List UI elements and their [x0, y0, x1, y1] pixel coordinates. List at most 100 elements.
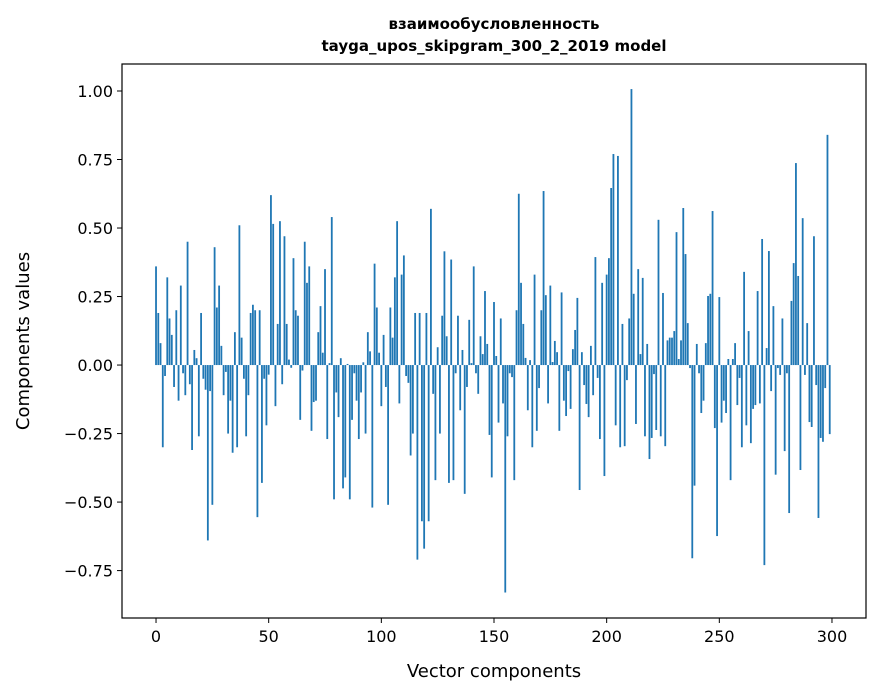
- bar-component-95: [369, 351, 371, 366]
- bar-component-230: [673, 331, 676, 366]
- bar-component-94: [366, 332, 369, 366]
- bar-component-159: [513, 365, 516, 481]
- bar-component-51: [270, 195, 272, 366]
- bar-component-194: [592, 365, 595, 396]
- bar-component-266: [754, 365, 757, 406]
- bar-component-71: [315, 365, 317, 401]
- bar-component-99: [378, 352, 380, 366]
- bar-component-202: [610, 188, 613, 366]
- bar-component-191: [585, 365, 588, 404]
- bar-component-296: [822, 365, 824, 442]
- bar-component-278: [781, 318, 784, 366]
- bar-component-85: [346, 363, 349, 366]
- bar-component-48: [263, 365, 266, 379]
- bar-component-96: [371, 365, 374, 508]
- bar-component-1: [157, 312, 160, 366]
- x-tick-label: 150: [479, 627, 510, 646]
- x-tick-label: 250: [704, 627, 735, 646]
- x-tick-label: 200: [591, 627, 622, 646]
- bar-component-114: [411, 365, 414, 434]
- bar-component-213: [635, 365, 637, 424]
- bar-component-65: [301, 365, 304, 371]
- bar-component-262: [745, 365, 748, 426]
- bar-component-231: [675, 232, 678, 366]
- y-tick-label: 0.50: [77, 219, 113, 238]
- bar-component-151: [495, 356, 498, 366]
- x-tick-label: 50: [259, 627, 279, 646]
- bar-component-291: [810, 365, 813, 427]
- bar-component-127: [441, 315, 444, 366]
- bar-component-121: [427, 365, 430, 522]
- bar-component-123: [432, 365, 435, 394]
- bar-component-31: [224, 365, 227, 372]
- bar-component-148: [488, 365, 491, 435]
- bar-component-209: [626, 365, 628, 381]
- bar-component-257: [734, 343, 736, 366]
- bar-component-263: [747, 331, 750, 366]
- bar-component-49: [265, 365, 268, 426]
- bar-component-146: [484, 291, 486, 366]
- bar-component-76: [326, 365, 329, 440]
- bar-component-118: [420, 365, 423, 522]
- bar-component-135: [459, 365, 462, 411]
- bar-component-210: [628, 318, 631, 366]
- bar-component-241: [698, 365, 700, 374]
- bar-component-192: [587, 365, 590, 418]
- bar-component-184: [569, 365, 572, 409]
- bar-component-186: [574, 329, 577, 366]
- bar-component-89: [355, 365, 358, 401]
- bar-component-232: [677, 359, 680, 366]
- bar-component-250: [718, 297, 721, 366]
- bar-component-176: [551, 362, 554, 366]
- bar-component-3: [161, 365, 164, 448]
- bar-component-277: [779, 365, 782, 375]
- bar-component-279: [783, 365, 786, 452]
- bar-component-289: [806, 323, 809, 366]
- chart-subtitle: tayga_upos_skipgram_300_2_2019 model: [322, 37, 667, 55]
- bar-component-6: [168, 318, 171, 366]
- bar-component-42: [249, 312, 252, 366]
- bar-component-120: [425, 312, 428, 366]
- bar-component-37: [238, 225, 241, 366]
- chart-title: взаимообусловленность: [389, 15, 600, 33]
- bar-component-295: [819, 365, 822, 438]
- bar-component-269: [761, 238, 764, 366]
- bar-component-256: [731, 359, 734, 366]
- bar-component-97: [373, 263, 376, 366]
- bar-component-219: [648, 365, 651, 460]
- bar-component-201: [608, 258, 610, 366]
- bar-component-21: [202, 365, 205, 379]
- bar-component-22: [204, 365, 207, 390]
- bar-component-13: [184, 365, 187, 396]
- bar-component-207: [621, 323, 624, 366]
- bar-component-61: [292, 258, 295, 366]
- bar-component-244: [704, 343, 707, 366]
- bar-component-68: [308, 266, 311, 366]
- bar-component-5: [166, 277, 169, 366]
- bar-component-57: [283, 236, 286, 366]
- bar-component-275: [774, 365, 777, 475]
- bar-component-297: [824, 365, 827, 389]
- bar-component-52: [272, 223, 275, 366]
- bar-component-274: [772, 306, 775, 366]
- bar-component-217: [644, 365, 646, 437]
- bar-component-77: [328, 363, 331, 366]
- bar-component-79: [333, 365, 335, 500]
- bar-component-268: [758, 365, 761, 404]
- bar-component-188: [578, 365, 581, 491]
- bar-component-110: [402, 255, 405, 366]
- bar-component-170: [538, 365, 540, 389]
- bar-component-14: [186, 241, 189, 366]
- bar-component-240: [695, 343, 698, 366]
- bar-component-261: [743, 271, 746, 366]
- bar-component-285: [797, 275, 800, 366]
- bar-component-215: [639, 354, 642, 366]
- bar-component-132: [452, 365, 455, 481]
- bar-component-70: [312, 365, 315, 403]
- bar-component-165: [526, 365, 529, 411]
- bar-component-154: [502, 365, 504, 404]
- bar-component-140: [470, 363, 473, 366]
- bar-component-180: [560, 292, 563, 366]
- bar-component-83: [342, 365, 344, 489]
- bar-component-187: [576, 297, 579, 366]
